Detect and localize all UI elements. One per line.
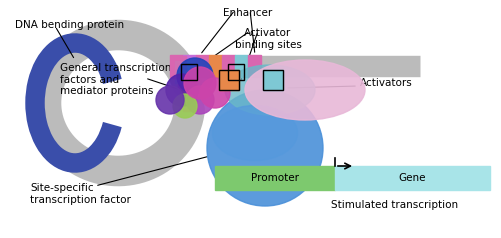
Bar — [182, 89, 196, 111]
Bar — [181, 77, 195, 99]
Circle shape — [177, 58, 212, 94]
Text: Activators: Activators — [359, 78, 412, 88]
Circle shape — [186, 86, 213, 114]
Text: General transcription
factors and
mediator proteins: General transcription factors and mediat… — [60, 63, 171, 96]
Text: Gene: Gene — [397, 173, 425, 183]
Bar — [263, 70, 283, 90]
Text: Stimulated transcription: Stimulated transcription — [331, 200, 457, 210]
Ellipse shape — [224, 65, 314, 115]
Bar — [263, 70, 283, 90]
Text: Enhancer: Enhancer — [223, 8, 272, 18]
Bar — [177, 67, 191, 89]
Circle shape — [184, 67, 215, 99]
Circle shape — [206, 90, 322, 206]
Bar — [208, 55, 221, 77]
Bar — [218, 70, 238, 90]
Circle shape — [199, 78, 229, 108]
Text: RNA polymerase: RNA polymerase — [181, 205, 268, 215]
Ellipse shape — [212, 105, 297, 160]
Bar — [214, 166, 334, 190]
Bar — [172, 56, 186, 79]
Bar — [183, 55, 195, 77]
Text: Promoter: Promoter — [250, 173, 299, 183]
Circle shape — [156, 86, 184, 114]
Bar — [227, 64, 243, 80]
Bar — [175, 61, 189, 83]
Bar — [195, 55, 208, 77]
Bar — [218, 70, 238, 90]
Bar — [181, 64, 196, 80]
Text: Site-specific
transcription factor: Site-specific transcription factor — [30, 183, 131, 205]
Bar — [179, 72, 193, 94]
Circle shape — [173, 94, 196, 118]
Bar — [234, 55, 247, 77]
Bar — [170, 55, 183, 77]
Bar — [334, 166, 489, 190]
Text: Activator
binding sites: Activator binding sites — [234, 28, 301, 50]
Bar — [182, 83, 196, 105]
Circle shape — [166, 74, 197, 106]
Bar — [247, 55, 261, 77]
Text: DNA bending protein: DNA bending protein — [15, 20, 124, 30]
Ellipse shape — [244, 60, 364, 120]
Bar — [221, 55, 234, 77]
